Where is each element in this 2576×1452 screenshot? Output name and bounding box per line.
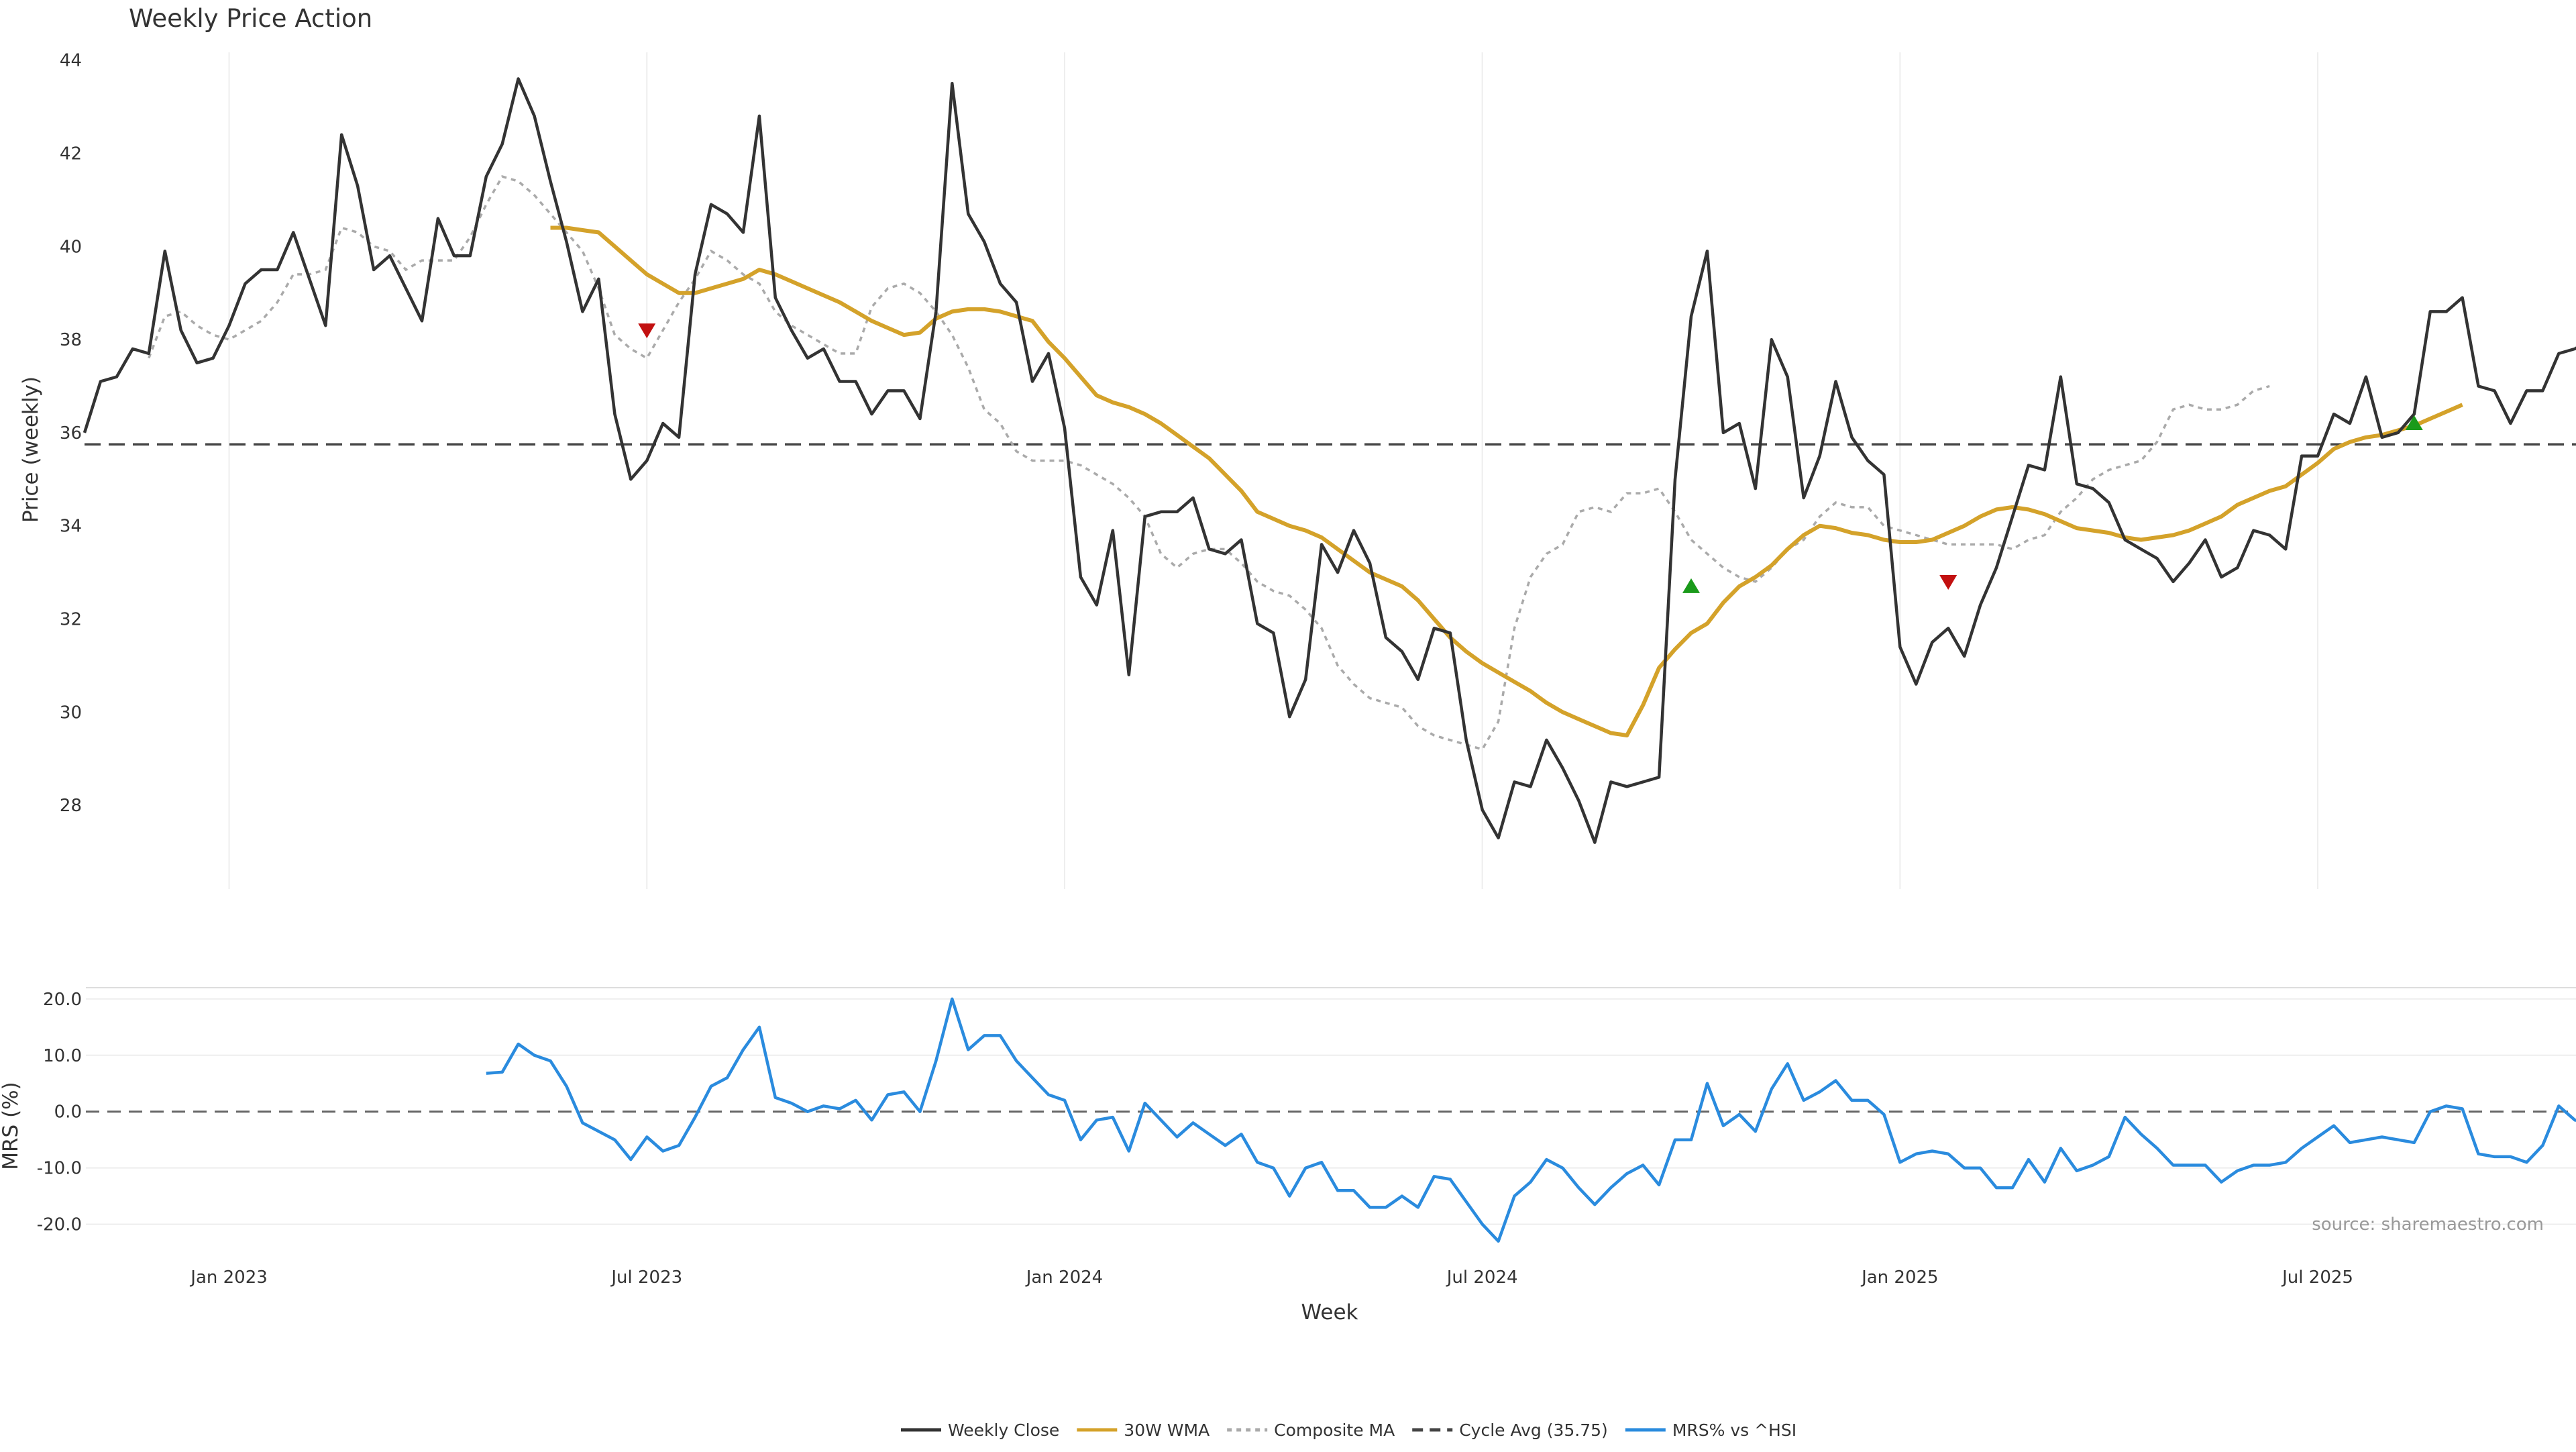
x-tick-label: Jan 2023	[189, 1267, 268, 1288]
mrs-y-tick: 0.0	[54, 1102, 82, 1123]
price-y-tick: 38	[60, 330, 82, 350]
legend-item-cycle: Cycle Avg (35.75)	[1412, 1420, 1608, 1440]
price-y-tick: 32	[60, 609, 82, 629]
weekly-close-line	[83, 77, 2576, 844]
chart-title: Weekly Price Action	[129, 4, 372, 33]
signal-markers	[638, 323, 2423, 593]
buy-signal-marker	[2405, 415, 2423, 430]
x-axis-ticks: Jan 2023 Jul 2023 Jan 2024 Jul 2024 Jan 2025…	[189, 1267, 2353, 1288]
x-tick-label: Jan 2025	[1860, 1267, 1939, 1288]
price-panel: 28 30 32 34 36 38 40 42 44 Price (weekly)	[19, 51, 2576, 889]
price-y-axis-label: Price (weekly)	[19, 376, 43, 523]
x-tick-label: Jul 2025	[2281, 1267, 2353, 1288]
sell-signal-marker	[1939, 574, 1957, 590]
price-y-tick: 34	[60, 517, 82, 537]
mrs-grid	[86, 998, 2576, 1225]
legend-label: Cycle Avg (35.75)	[1459, 1420, 1608, 1440]
price-grid	[228, 52, 2319, 889]
source-note: source: sharemaestro.com	[2312, 1214, 2544, 1235]
mrs-y-axis-label: MRS (%)	[0, 1082, 23, 1170]
price-y-tick: 30	[60, 703, 82, 723]
price-y-tick: 36	[60, 423, 82, 444]
price-y-ticks: 28 30 32 34 36 38 40 42 44	[60, 51, 82, 816]
sell-signal-marker	[638, 323, 656, 339]
legend-label: Composite MA	[1274, 1420, 1395, 1440]
wma-30w-line	[550, 225, 2463, 737]
legend-label: Weekly Close	[948, 1420, 1059, 1440]
legend-item-mrs: MRS% vs ^HSI	[1625, 1420, 1796, 1440]
buy-signal-marker	[1682, 578, 1700, 593]
mrs-y-ticks: -20.0 -10.0 0.0 10.0 20.0	[37, 990, 82, 1235]
price-y-tick: 42	[60, 144, 82, 164]
mrs-y-tick: 10.0	[43, 1046, 82, 1066]
composite-ma-line	[148, 175, 2270, 751]
legend-item-close: Weekly Close	[901, 1420, 1059, 1440]
x-tick-label: Jul 2024	[1446, 1267, 1518, 1288]
price-y-tick: 28	[60, 796, 82, 816]
x-tick-label: Jan 2024	[1025, 1267, 1104, 1288]
x-axis-label: Week	[1301, 1300, 1358, 1325]
legend-label: MRS% vs ^HSI	[1672, 1420, 1796, 1440]
legend-item-composite: Composite MA	[1227, 1420, 1395, 1440]
price-y-tick: 40	[60, 237, 82, 257]
mrs-line	[486, 997, 2576, 1243]
legend-item-wma: 30W WMA	[1077, 1420, 1210, 1440]
x-tick-label: Jul 2023	[610, 1267, 682, 1288]
mrs-panel: -20.0 -10.0 0.0 10.0 20.0 MRS (%) source: sh…	[0, 987, 2576, 1243]
mrs-y-tick: 20.0	[43, 990, 82, 1010]
legend-label: 30W WMA	[1124, 1420, 1210, 1440]
mrs-y-tick: -10.0	[37, 1159, 82, 1179]
price-y-tick: 44	[60, 51, 82, 71]
mrs-y-tick: -20.0	[37, 1215, 82, 1235]
legend: Weekly Close 30W WMA Composite MA Cycle Avg…	[901, 1420, 1796, 1440]
